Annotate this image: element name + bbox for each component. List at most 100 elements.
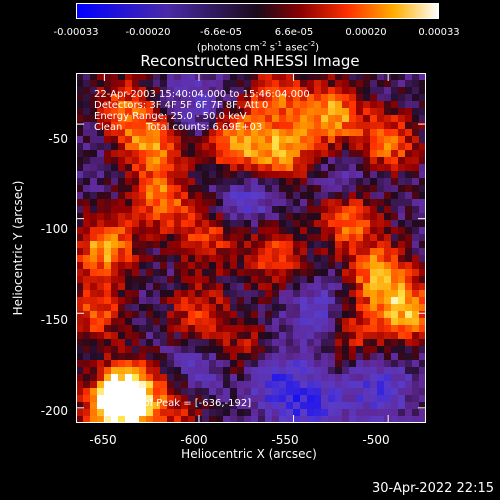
heatmap-cell [342,290,350,298]
heatmap-cell [300,367,308,375]
heatmap-cell [76,388,84,396]
heatmap-cell [188,409,196,417]
heatmap-cell [307,374,315,382]
heatmap-cell [349,115,357,123]
heatmap-cell [321,276,329,284]
heatmap-cell [363,311,371,319]
heatmap-cell [370,178,378,186]
heatmap-cell [349,367,357,375]
heatmap-cell [279,269,287,277]
heatmap-cell [97,241,105,249]
heatmap-cell [223,290,231,298]
heatmap-cell [83,311,91,319]
heatmap-cell [146,178,154,186]
heatmap-cell [139,255,147,263]
heatmap-cell [412,402,420,410]
heatmap-cell [146,290,154,298]
heatmap-cell [419,339,426,347]
heatmap-cell [167,157,175,165]
heatmap-cell [160,192,168,200]
heatmap-cell [111,304,119,312]
heatmap-cell [132,129,140,137]
heatmap-cell [202,199,210,207]
heatmap-cell [314,395,322,403]
heatmap-cell [419,129,426,137]
heatmap-cell [328,185,336,193]
heatmap-cell [195,129,203,137]
heatmap-cell [335,171,343,179]
heatmap-cell [286,122,294,130]
heatmap-cell [97,353,105,361]
heatmap-cell [272,241,280,249]
heatmap-cell [265,374,273,382]
heatmap-cell [391,269,399,277]
heatmap-cell [286,416,294,423]
heatmap-cell [384,248,392,256]
heatmap-cell [83,290,91,298]
heatmap-cell [76,346,84,354]
heatmap-cell [412,388,420,396]
heatmap-cell [321,115,329,123]
heatmap-cell [83,353,91,361]
heatmap-cell [209,297,217,305]
heatmap-cell [188,199,196,207]
heatmap-cell [216,87,224,95]
heatmap-cell [181,178,189,186]
heatmap-cell [90,388,98,396]
heatmap-cell [265,178,273,186]
heatmap-cell [391,332,399,340]
heatmap-cell [412,367,420,375]
heatmap-cell [370,136,378,144]
heatmap-cell [272,213,280,221]
heatmap-cell [279,290,287,298]
heatmap-cell [160,367,168,375]
heatmap-cell [363,318,371,326]
heatmap-cell [279,346,287,354]
heatmap-cell [244,276,252,284]
heatmap-cell [188,353,196,361]
heatmap-cell [265,171,273,179]
heatmap-cell [139,164,147,172]
heatmap-cell [279,206,287,214]
heatmap-cell [216,185,224,193]
heatmap-cell [321,360,329,368]
heatmap-cell [321,94,329,102]
heatmap-cell [118,206,126,214]
heatmap-cell [111,346,119,354]
heatmap-cell [391,360,399,368]
heatmap-cell [314,192,322,200]
heatmap-cell [216,115,224,123]
heatmap-cell [76,122,84,130]
heatmap-cell [251,94,259,102]
heatmap-cell [279,213,287,221]
heatmap-cell [258,178,266,186]
heatmap-cell [405,143,413,151]
heatmap-cell [111,353,119,361]
heatmap-cell [384,276,392,284]
heatmap-cell [321,311,329,319]
heatmap-cell [209,318,217,326]
heatmap-cell [153,122,161,130]
heatmap-cell [237,115,245,123]
heatmap-cell [272,402,280,410]
heatmap-cell [76,213,84,221]
heatmap-cell [419,325,426,333]
heatmap-cell [300,325,308,333]
heatmap-cell [167,346,175,354]
heatmap-cell [83,248,91,256]
heatmap-cell [265,80,273,88]
heatmap-cell [293,402,301,410]
heatmap-cell [76,290,84,298]
heatmap-cell [258,234,266,242]
heatmap-cell [76,220,84,228]
heatmap-cell [384,122,392,130]
heatmap-cell [370,115,378,123]
heatmap-cell [279,129,287,137]
heatmap-cell [307,416,315,423]
heatmap-cell [412,374,420,382]
heatmap-cell [419,108,426,116]
heatmap-cell [377,227,385,235]
heatmap-cell [300,87,308,95]
heatmap-cell [279,87,287,95]
heatmap-cell [286,388,294,396]
